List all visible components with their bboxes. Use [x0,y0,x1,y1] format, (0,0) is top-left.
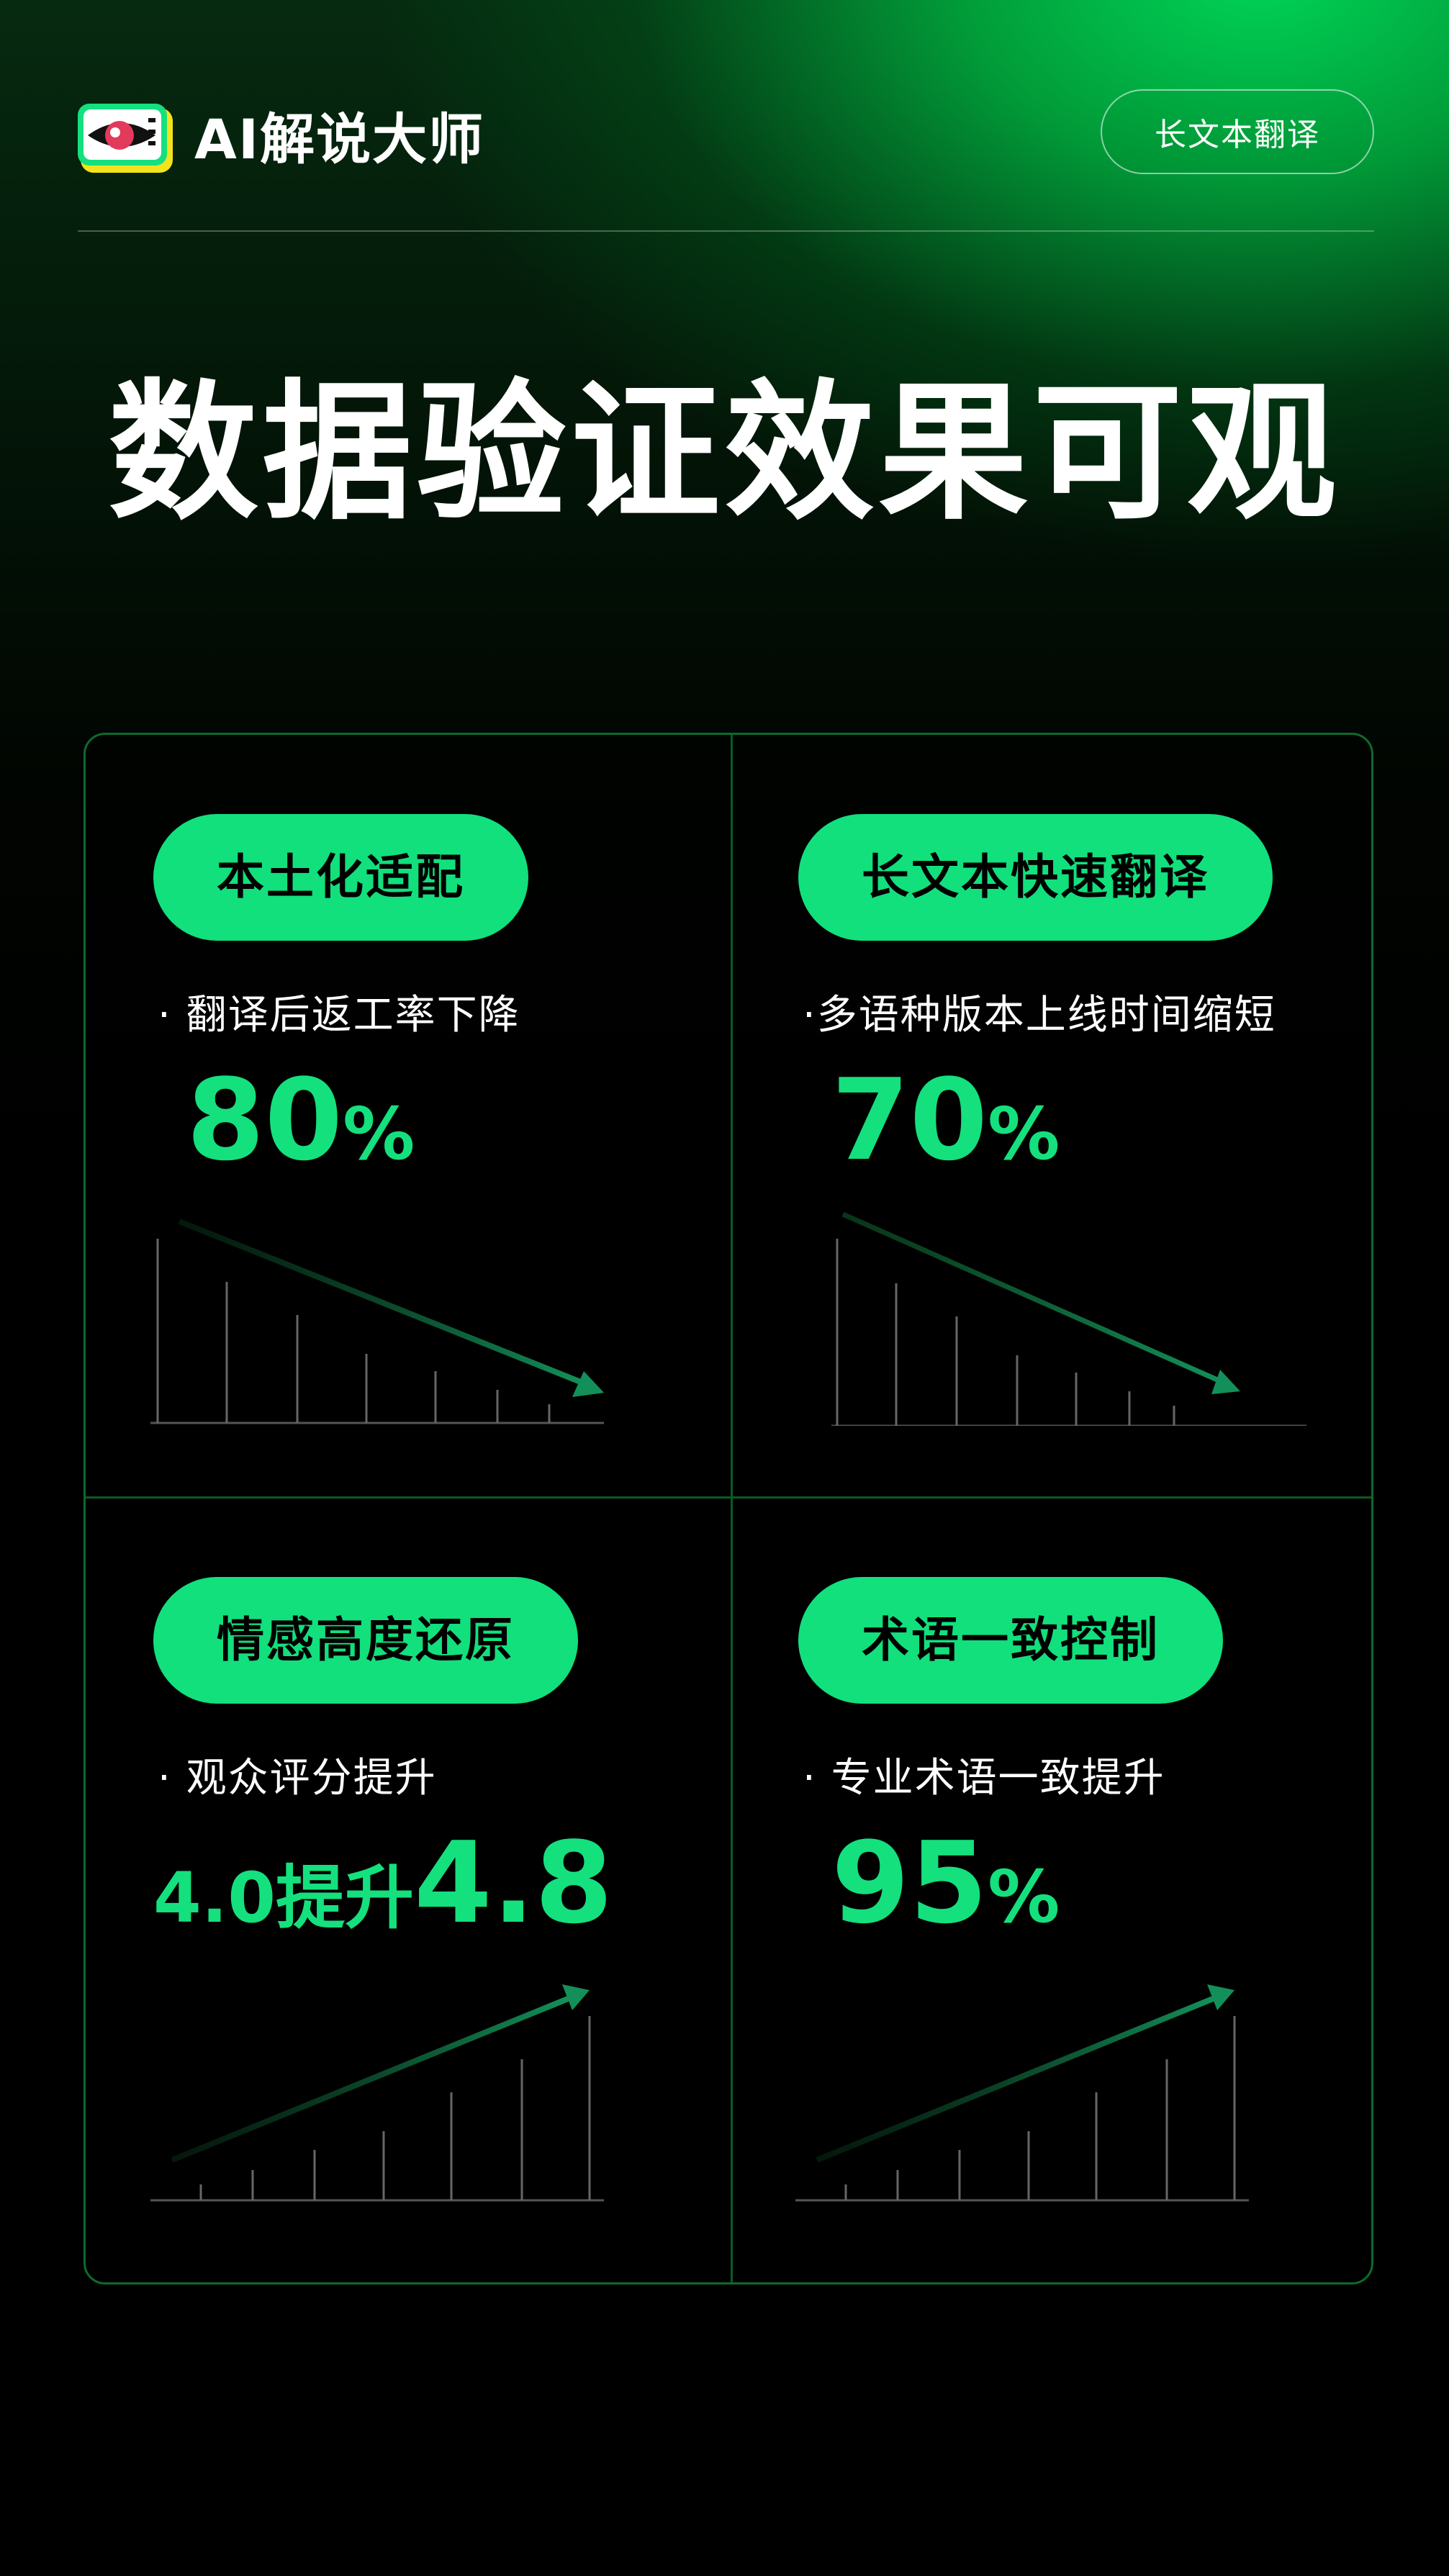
long-text-translate-button[interactable]: 长文本翻译 [1101,89,1374,174]
value-unit: % [988,1092,1060,1176]
card-description: · 专业术语一致提升 [803,1755,1165,1802]
card-label-pill: 情感高度还原 [153,1577,578,1704]
trend-down-chart [150,1219,604,1424]
clapperboard-eye-icon [78,104,176,176]
metric-card-localization: 本土化适配 · 翻译后返工率下降 80% [86,735,731,1498]
card-label-pill: 长文本快速翻译 [798,814,1273,941]
card-description: · 观众评分提升 [158,1755,437,1802]
card-description: ·多语种版本上线时间缩短 [803,992,1276,1039]
card-description: · 翻译后返工率下降 [158,992,520,1039]
card-value: 70% [831,1059,1060,1216]
value-number: 4.8 [414,1817,613,1948]
header-divider [78,230,1374,232]
card-value: 80% [186,1059,415,1216]
metric-card-terminology: 术语一致控制 · 专业术语一致提升 95% [731,1498,1376,2261]
page-title: 数据验证效果可观 [108,366,1341,541]
card-value: 4.0提升4.8 [153,1822,613,1979]
header: AI解说大师 长文本翻译 [78,89,1374,194]
trend-up-chart [150,1984,604,2202]
grid-horizontal-divider [86,1496,1371,1499]
value-number: 80 [186,1054,343,1185]
card-label-pill: 本土化适配 [153,814,528,941]
value-number: 95 [831,1817,988,1948]
trend-up-chart [795,1984,1249,2202]
logo-text: AI解说大师 [194,107,485,171]
value-number: 70 [831,1054,988,1185]
value-unit: % [988,1855,1060,1939]
metric-card-emotion: 情感高度还原 · 观众评分提升 4.0提升4.8 [86,1498,731,2261]
logo[interactable]: AI解说大师 [78,104,484,176]
value-prefix: 4.0提升 [153,1858,415,1938]
grid-vertical-divider [731,735,733,2282]
value-unit: % [343,1092,415,1176]
card-value: 95% [831,1822,1060,1979]
metric-card-long-text: 长文本快速翻译 ·多语种版本上线时间缩短 70% [731,735,1376,1498]
metrics-grid: 本土化适配 · 翻译后返工率下降 80% [83,733,1373,2284]
card-label-pill: 术语一致控制 [798,1577,1223,1704]
trend-down-chart [831,1211,1306,1426]
